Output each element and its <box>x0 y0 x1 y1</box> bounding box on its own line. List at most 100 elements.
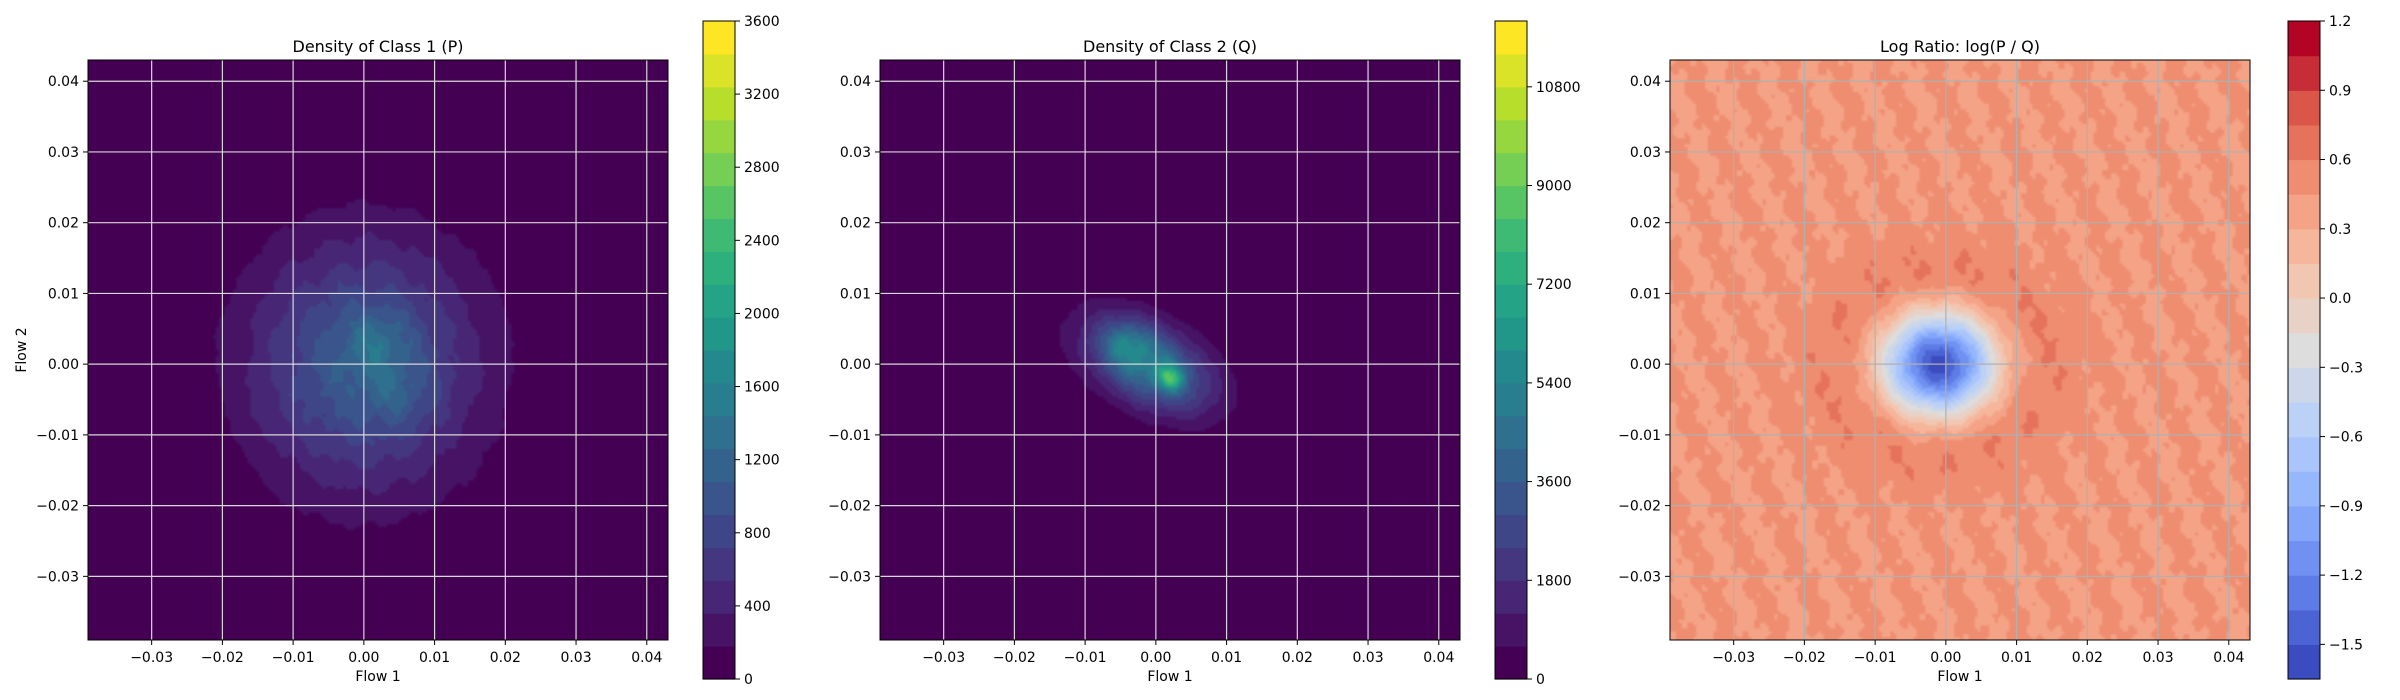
x-tick-label: 0.04 <box>1423 650 1454 666</box>
colorbar-swatch <box>1495 317 1527 351</box>
colorbar-swatch <box>703 317 735 351</box>
colorbar-swatch <box>1495 185 1527 219</box>
x-tick-label: −0.01 <box>1064 650 1107 666</box>
colorbar-swatch <box>2288 644 2320 680</box>
colorbar-tick-label: 3600 <box>1536 475 1572 491</box>
y-tick-label: −0.01 <box>1618 428 1661 444</box>
colorbar-swatch <box>703 218 735 252</box>
panel-1-xticks: −0.03 −0.02 −0.01 0.00 0.01 0.02 0.03 0.04 <box>130 640 662 666</box>
colorbar-swatch <box>1495 646 1527 680</box>
x-tick-label: 0.03 <box>2142 650 2173 666</box>
panel-3-yticks: −0.03 −0.02 −0.01 0.00 0.01 0.02 0.03 0.04 <box>1618 74 1670 585</box>
colorbar-tick-label: 9000 <box>1536 179 1572 195</box>
panel-2-yticks: −0.03 −0.02 −0.01 0.00 0.01 0.02 0.03 0.04 <box>828 74 880 585</box>
colorbar-swatch <box>1495 251 1527 285</box>
colorbar-swatch <box>2288 609 2320 645</box>
colorbar-swatch <box>703 646 735 680</box>
x-tick-label: −0.01 <box>272 650 315 666</box>
colorbar-tick-label: 7200 <box>1536 277 1572 293</box>
x-tick-label: 0.00 <box>1930 650 1961 666</box>
colorbar-frame <box>702 20 736 680</box>
y-tick-label: 0.00 <box>1630 357 1661 373</box>
colorbar-tick-label: −0.9 <box>2329 499 2363 515</box>
colorbar-swatch <box>2288 124 2320 161</box>
panel-3-plot-area <box>1670 60 2250 640</box>
panel-3-title: Log Ratio: log(P / Q) <box>1880 37 2040 56</box>
y-tick-label: 0.00 <box>840 357 871 373</box>
panel-2-grid <box>880 60 1460 640</box>
y-tick-label: −0.02 <box>1618 499 1661 515</box>
x-tick-label: −0.03 <box>1712 650 1755 666</box>
x-tick-label: 0.00 <box>348 650 379 666</box>
y-tick-label: 0.02 <box>840 216 871 232</box>
x-tick-label: −0.01 <box>1854 650 1897 666</box>
colorbar-swatch <box>703 481 735 516</box>
x-tick-label: 0.03 <box>560 650 591 666</box>
colorbar-tick-label: 0 <box>1536 672 1545 688</box>
y-tick-label: 0.04 <box>1630 74 1661 90</box>
colorbar-swatch <box>703 251 735 285</box>
colorbar-swatch <box>1495 448 1527 483</box>
colorbar-swatch <box>2288 575 2320 611</box>
panel-3-heatmap <box>1670 60 2250 640</box>
colorbar-swatch <box>2288 55 2320 91</box>
panel-2-xticks: −0.03 −0.02 −0.01 0.00 0.01 0.02 0.03 0.04 <box>922 640 1454 666</box>
colorbar-tick-label: −0.3 <box>2329 360 2363 376</box>
y-tick-label: −0.01 <box>828 428 871 444</box>
colorbar-swatch <box>1495 119 1527 154</box>
colorbar-tick-label: 1800 <box>1536 573 1572 589</box>
colorbar-swatch <box>703 53 735 88</box>
colorbar-swatch <box>703 185 735 219</box>
panel-2-plot-area <box>880 60 1460 640</box>
colorbar-swatch <box>703 350 735 384</box>
panel-2: Density of Class 2 (Q) −0.03 −0.02 −0.01 0.… <box>828 20 1581 688</box>
colorbar-swatch <box>2288 367 2320 403</box>
x-tick-label: 0.01 <box>419 650 450 666</box>
y-tick-label: 0.01 <box>48 286 79 302</box>
x-tick-label: 0.04 <box>631 650 662 666</box>
x-tick-label: 0.01 <box>1211 650 1242 666</box>
x-tick-label: −0.02 <box>201 650 244 666</box>
x-tick-label: −0.02 <box>1783 650 1826 666</box>
colorbar-swatch <box>1495 382 1527 417</box>
y-tick-label: 0.03 <box>840 145 871 161</box>
colorbar-tick-label: −1.2 <box>2329 568 2363 584</box>
colorbar-tick-label: 2400 <box>744 233 780 249</box>
colorbar-tick-label: 1.2 <box>2329 14 2351 30</box>
colorbar-tick-label: 0 <box>744 672 753 688</box>
panel-1-yticks: −0.03 −0.02 −0.01 0.00 0.01 0.02 0.03 0.04 <box>36 74 88 585</box>
panel-2-colorbar: 0 1800 3600 5400 7200 9000 10800 <box>1494 20 1581 688</box>
colorbar-tick-label: 0.6 <box>2329 153 2351 169</box>
x-tick-label: 0.00 <box>1140 650 1171 666</box>
y-tick-label: 0.00 <box>48 357 79 373</box>
colorbar-swatch <box>1495 152 1527 187</box>
y-tick-label: 0.04 <box>48 74 79 90</box>
colorbar-swatch <box>2288 540 2320 576</box>
colorbar-swatch <box>1495 547 1527 581</box>
y-tick-label: −0.01 <box>36 428 79 444</box>
colorbar-swatch <box>1495 481 1527 516</box>
x-tick-label: 0.02 <box>2072 650 2103 666</box>
panel-3-colorbar: −1.5 −1.2 −0.9 −0.6 −0.3 0.0 0.3 0.6 0.9 1.2 <box>2287 14 2363 680</box>
x-tick-label: −0.03 <box>922 650 965 666</box>
colorbar-swatch <box>703 448 735 483</box>
colorbar-tick-label: 5400 <box>1536 376 1572 392</box>
y-tick-label: −0.02 <box>36 499 79 515</box>
panel-3-xticks: −0.03 −0.02 −0.01 0.00 0.01 0.02 0.03 0.04 <box>1712 640 2244 666</box>
colorbar-tick-label: 1200 <box>744 453 780 469</box>
colorbar-tick-label: 0.3 <box>2329 222 2351 238</box>
colorbar-swatch <box>1495 415 1527 450</box>
y-tick-label: −0.02 <box>828 499 871 515</box>
colorbar-tick-label: 800 <box>744 526 771 542</box>
y-tick-label: −0.03 <box>36 569 79 585</box>
colorbar-frame <box>1494 20 1528 680</box>
panel-1-ylabel: Flow 2 <box>14 327 30 372</box>
colorbar-tick-label: 400 <box>744 599 771 615</box>
colorbar-swatch <box>2288 228 2320 265</box>
colorbar-tick-label: 2000 <box>744 306 780 322</box>
panel-1-title: Density of Class 1 (P) <box>293 37 464 56</box>
y-tick-label: 0.03 <box>48 145 79 161</box>
colorbar-swatch <box>703 580 735 614</box>
panel-2-xlabel: Flow 1 <box>1147 669 1192 685</box>
